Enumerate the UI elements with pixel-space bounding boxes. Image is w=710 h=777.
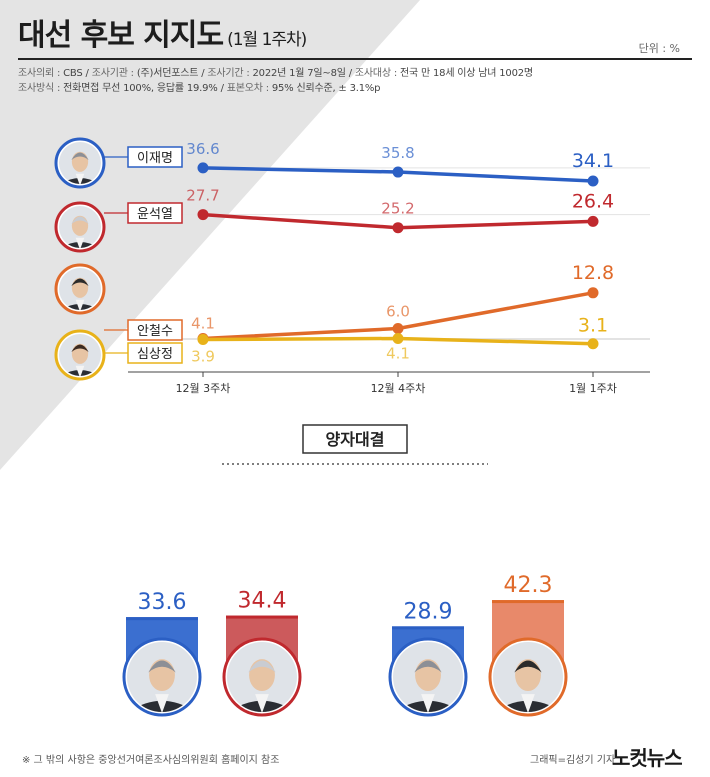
page-subtitle: (1월 1주차) (227, 30, 307, 50)
bar-avatar-yoon-0 (222, 637, 302, 717)
x-tick-label: 12월 3주차 (176, 382, 231, 395)
data-label-yoon: 27.7 (186, 187, 219, 205)
legend-label: 심상정 (137, 347, 173, 362)
point-sim (197, 334, 209, 346)
bar-label-yoon: 34.4 (238, 589, 287, 614)
x-tick-label: 1월 1주차 (569, 382, 617, 395)
legend-sim: 심상정 (127, 342, 183, 364)
head-to-head-title: 양자대결 (302, 424, 408, 454)
x-tick-label: 12월 4주차 (371, 382, 426, 395)
data-label-ahn: 12.8 (572, 262, 614, 284)
header: 대선 후보 지지도 (1월 1주차) (18, 10, 692, 54)
data-label-yoon: 26.4 (572, 190, 614, 212)
survey-meta-line-1: 조사의뢰 : CBS / 조사기관 : (주)서던포스트 / 조사기간 : 20… (18, 68, 533, 79)
legend-yoon: 윤석열 (127, 202, 183, 224)
graphic-credit: 그래픽=김성기 기자 (530, 755, 616, 766)
page-title: 대선 후보 지지도 (1월 1주차) (18, 18, 307, 53)
point-sim (587, 338, 599, 350)
point-lee (392, 166, 404, 178)
legend-label: 윤석열 (137, 207, 173, 222)
bar-label-ahn: 42.3 (504, 573, 553, 598)
bar-avatar-ahn-1 (488, 637, 568, 717)
data-label-lee: 35.8 (381, 144, 414, 162)
bar-avatar-lee-1 (388, 637, 468, 717)
avatar-ahn (54, 263, 106, 315)
avatar-lee (54, 137, 106, 189)
data-label-sim: 3.9 (191, 348, 215, 366)
legend-ahn: 안철수 (127, 319, 183, 341)
point-lee (197, 162, 209, 174)
footnote: ※ 그 밖의 사항은 중앙선거여론조사심의위원회 홈페이지 참조 (22, 755, 280, 766)
point-sim (392, 332, 404, 344)
legend-lee: 이재명 (127, 146, 183, 168)
bar-cap (126, 617, 198, 621)
title-divider (18, 58, 692, 60)
data-label-sim: 3.1 (578, 315, 608, 337)
data-label-ahn: 6.0 (386, 303, 410, 321)
point-ahn (392, 323, 404, 334)
head-to-head-title-text: 양자대결 (326, 430, 385, 449)
point-ahn (587, 287, 599, 299)
unit-label: 단위 : % (638, 42, 680, 55)
survey-meta-line-2: 조사방식 : 전화면접 무선 100%, 응답률 19.9% / 표본오차 : … (18, 83, 381, 94)
point-lee (587, 175, 599, 187)
data-label-yoon: 25.2 (381, 200, 414, 218)
bar-cap (492, 600, 564, 604)
data-label-lee: 36.6 (186, 140, 219, 158)
bar-cap (392, 626, 464, 630)
avatar-sim (54, 329, 106, 381)
point-yoon (392, 222, 404, 234)
bar-avatar-lee-0 (122, 637, 202, 717)
point-yoon (197, 209, 209, 221)
bar-label-lee: 28.9 (404, 599, 453, 624)
point-yoon (587, 215, 599, 227)
brand-logo: 노컷뉴스 (612, 746, 683, 770)
data-label-sim: 4.1 (386, 344, 410, 362)
bar-cap (226, 615, 298, 619)
legend-label: 이재명 (137, 151, 173, 166)
data-label-lee: 34.1 (572, 150, 614, 172)
legend-label: 안철수 (137, 324, 173, 339)
avatar-yoon (54, 201, 106, 253)
data-label-ahn: 4.1 (191, 314, 215, 332)
bar-label-lee: 33.6 (138, 590, 187, 615)
head-to-head-chart: 양자대결 33.6 34.4 28.9 42.3 (122, 424, 568, 717)
